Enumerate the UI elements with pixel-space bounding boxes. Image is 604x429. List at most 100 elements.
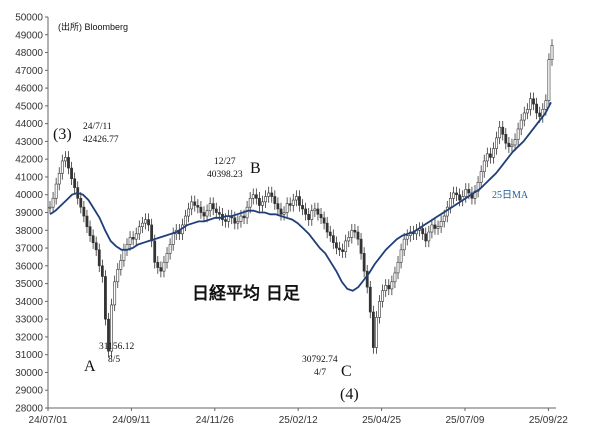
y-tick-label: 38000 (15, 226, 43, 237)
candle-body (239, 215, 243, 222)
y-tick-label: 34000 (15, 297, 43, 308)
candle-body (57, 173, 61, 185)
annotation-A-date: 8/5 (108, 355, 120, 365)
candle-body (116, 269, 120, 283)
candle-body (535, 103, 539, 114)
candle-body (455, 192, 458, 196)
candle-body (504, 134, 508, 144)
candle-body (433, 224, 437, 229)
y-tick-label: 37000 (15, 244, 43, 255)
candle-body (387, 285, 391, 290)
candle-body (54, 183, 58, 199)
candle-body (485, 153, 489, 162)
candle-body (51, 197, 55, 208)
y-tick-label: 39000 (15, 208, 43, 219)
candle-body (208, 203, 212, 212)
candle-body (196, 205, 200, 208)
candle-body (479, 171, 483, 183)
candle-body (205, 210, 209, 217)
candle-body (165, 253, 169, 263)
chart-title: 日経平均 日足 (192, 283, 300, 304)
candle-body (85, 215, 89, 228)
candle-body (384, 285, 388, 292)
candle-body (344, 240, 348, 252)
candle-body (544, 100, 548, 110)
candle-body (482, 160, 486, 172)
candle-body (362, 253, 366, 272)
x-tick-label: 25/04/25 (362, 415, 401, 426)
candle-body (489, 153, 492, 158)
candle-body (365, 270, 369, 288)
candle-body (452, 192, 455, 199)
candle-body (100, 265, 104, 277)
candle-body (298, 196, 301, 206)
annotation-A-value: 31156.12 (99, 342, 135, 352)
y-tick-label: 40000 (15, 190, 43, 201)
candle-body (501, 126, 505, 135)
y-tick-label: 29000 (15, 386, 43, 397)
candle-body (273, 196, 277, 204)
candle-body (550, 45, 554, 60)
candle-body (322, 217, 326, 224)
candle-body (353, 229, 357, 233)
source-label: (出所) Bloomberg (58, 21, 128, 32)
y-tick-label: 35000 (15, 279, 43, 290)
x-tick-label: 24/09/11 (112, 415, 151, 426)
candle-body (304, 208, 308, 215)
candle-body (338, 247, 341, 251)
candle-body (261, 201, 264, 206)
candle-body (430, 224, 434, 233)
candle-body (199, 206, 203, 213)
y-tick-label: 33000 (15, 315, 43, 326)
candle-body (341, 249, 344, 252)
candle-body (294, 196, 298, 201)
tick-labels: 28000 29000 30000 31000 32000 33000 34000 35000… (15, 13, 568, 427)
candle-body (301, 205, 304, 210)
candle-body (119, 260, 123, 270)
candle-body (233, 217, 237, 224)
y-tick-label: 50000 (15, 13, 43, 24)
candle-body (156, 261, 160, 268)
annotation-4-label: (4) (340, 386, 359, 403)
candle-body (402, 238, 406, 251)
candle-body (529, 98, 532, 110)
candle-body (168, 244, 172, 254)
candle-body (279, 208, 283, 215)
candle-body (193, 201, 197, 206)
candle-body (211, 203, 215, 210)
ma-series (49, 101, 552, 292)
candle-body (492, 148, 495, 158)
candle-body (224, 219, 227, 222)
candle-body (242, 215, 246, 219)
candle-body (128, 237, 132, 245)
candle-body (267, 192, 271, 197)
candle-body (270, 192, 274, 197)
candle-body (495, 137, 498, 149)
candle-body (424, 233, 428, 242)
candle-body (162, 261, 166, 272)
candle-body (313, 208, 317, 212)
ma-label: 25日MA (492, 190, 529, 201)
candle-body (427, 231, 431, 242)
candle-body (310, 210, 314, 220)
candle-body (442, 215, 446, 222)
candle-body (316, 208, 320, 215)
candle-body (538, 112, 542, 117)
ma-line (49, 101, 552, 292)
candle-body (110, 304, 113, 352)
candle-body (399, 249, 403, 263)
y-tick-label: 28000 (15, 404, 43, 415)
y-tick-label: 46000 (15, 84, 43, 95)
candle-body (381, 290, 385, 302)
candle-body (510, 144, 514, 148)
y-tick-label: 48000 (15, 48, 43, 59)
annotation-B-value: 40398.23 (207, 170, 243, 180)
candle-body (258, 197, 261, 206)
candle-body (187, 208, 190, 217)
annotation-B-label: B (250, 160, 261, 177)
candle-body (254, 194, 258, 199)
candle-body (82, 206, 86, 217)
candle-body (393, 272, 397, 283)
candle-body (507, 142, 511, 148)
